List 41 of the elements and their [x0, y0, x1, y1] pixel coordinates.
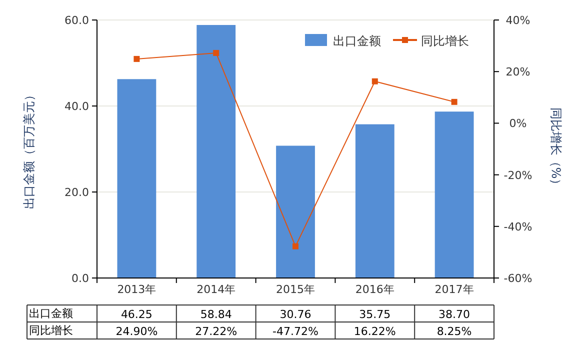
point — [451, 98, 458, 105]
y2-tick-label: 20% — [506, 66, 530, 79]
x-tick-label: 2013年 — [117, 283, 156, 296]
text: 同比增长 — [29, 324, 73, 337]
legend-label: 同比增长 — [421, 34, 469, 48]
data-label: 58.84 — [200, 308, 232, 321]
y2-tick-label: 40% — [506, 14, 530, 27]
x-tick-label: 2014年 — [196, 283, 236, 296]
bar — [434, 112, 474, 278]
data-label: 38.70 — [438, 308, 470, 321]
bar — [196, 24, 236, 278]
point — [213, 50, 220, 56]
x-tick-label: 2015年 — [276, 283, 315, 296]
text: 出口金额 — [29, 307, 73, 320]
x-tick-label: 2017年 — [434, 283, 474, 296]
data-label: 27.22% — [195, 325, 238, 338]
y-tick-label: 60.0 — [64, 14, 89, 27]
y2-tick-label: 0% — [509, 117, 527, 130]
y-axis-title: 出口金额（百万美元） — [22, 89, 36, 209]
data-label: 24.90% — [116, 325, 158, 338]
bar — [276, 146, 315, 278]
bar — [117, 79, 156, 278]
data-label: 30.76 — [280, 308, 312, 321]
y2-tick-label: -40% — [504, 220, 532, 234]
y2-tick-label: -60% — [504, 272, 532, 285]
bar — [355, 124, 394, 278]
y2-tick-label: -20% — [504, 168, 532, 182]
data-label: 46.25 — [120, 308, 152, 321]
y-tick-label: 40.0 — [64, 100, 89, 113]
point — [372, 78, 378, 84]
x-tick-label: 2016年 — [355, 283, 394, 296]
point — [134, 56, 140, 62]
point — [292, 243, 298, 250]
y-tick-label: 20.0 — [64, 186, 89, 199]
data-label: -47.72% — [272, 325, 318, 338]
data-label: 8.25% — [436, 325, 472, 338]
data-label: 16.22% — [354, 325, 396, 338]
data-label: 35.75 — [359, 308, 391, 321]
legend-label: 出口金额 — [333, 34, 381, 48]
y2-axis-title: 同比增长（%） — [549, 107, 563, 191]
y-tick-label: 0.0 — [72, 272, 89, 285]
